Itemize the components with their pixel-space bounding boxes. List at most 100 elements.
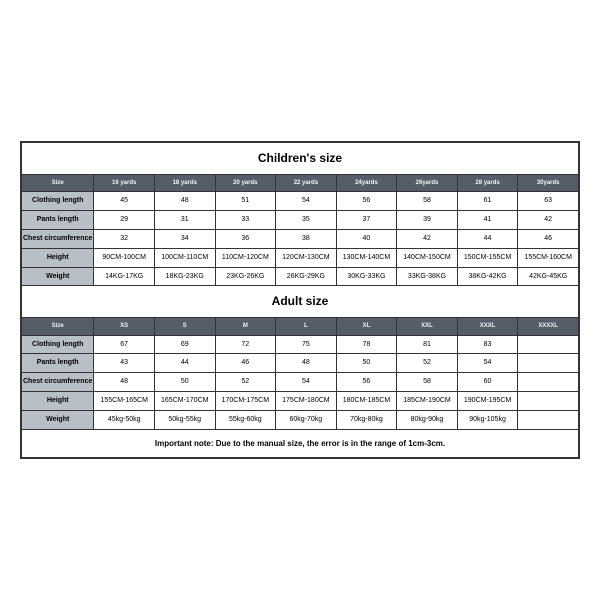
cell: 54 <box>276 192 337 211</box>
table-row: Weight 45kg-50kg 50kg-55kg 55kg-60kg 60k… <box>22 410 579 429</box>
adult-header-6: XXL <box>397 318 458 335</box>
size-chart-table: Children's size Size 16 yards 18 yards 2… <box>21 142 579 458</box>
cell: 61 <box>457 192 518 211</box>
cell: 56 <box>336 192 397 211</box>
adult-header-2: S <box>154 318 215 335</box>
cell: 140CM-150CM <box>397 248 458 267</box>
cell: 46 <box>215 354 276 373</box>
cell: 83 <box>457 335 518 354</box>
table-row: Clothing length 67 69 72 75 78 81 83 <box>22 335 579 354</box>
cell: 54 <box>457 354 518 373</box>
adult-header-1: XS <box>94 318 155 335</box>
cell: 52 <box>215 373 276 392</box>
table-row: Weight 14KG-17KG 18KG-23KG 23KG-26KG 26K… <box>22 267 579 286</box>
cell: 55kg-60kg <box>215 410 276 429</box>
table-row: Pants length 43 44 46 48 50 52 54 <box>22 354 579 373</box>
adult-header-4: L <box>276 318 337 335</box>
important-note: Important note: Due to the manual size, … <box>22 429 579 457</box>
children-header-4: 22 yards <box>276 175 337 192</box>
cell: 78 <box>336 335 397 354</box>
cell: 33 <box>215 211 276 230</box>
cell: 44 <box>457 230 518 249</box>
row-label: Weight <box>22 267 94 286</box>
children-header-0: Size <box>22 175 94 192</box>
cell: 110CM-120CM <box>215 248 276 267</box>
cell: 23KG-26KG <box>215 267 276 286</box>
table-row: Height 155CM-165CM 165CM-170CM 170CM-175… <box>22 391 579 410</box>
cell: 31 <box>154 211 215 230</box>
cell: 30KG-33KG <box>336 267 397 286</box>
cell: 36 <box>215 230 276 249</box>
children-header-8: 30yards <box>518 175 579 192</box>
cell: 75 <box>276 335 337 354</box>
table-row: Chest circumference 1/2 32 34 36 38 40 4… <box>22 230 579 249</box>
adult-header-3: M <box>215 318 276 335</box>
cell: 56 <box>336 373 397 392</box>
cell: 46 <box>518 230 579 249</box>
cell: 67 <box>94 335 155 354</box>
cell: 32 <box>94 230 155 249</box>
cell: 51 <box>215 192 276 211</box>
cell: 41 <box>457 211 518 230</box>
cell: 26KG-29KG <box>276 267 337 286</box>
cell: 165CM-170CM <box>154 391 215 410</box>
cell: 37 <box>336 211 397 230</box>
table-row: Chest circumference 1/2 48 50 52 54 56 5… <box>22 373 579 392</box>
cell: 60kg-70kg <box>276 410 337 429</box>
row-label: Clothing length <box>22 192 94 211</box>
cell: 35 <box>276 211 337 230</box>
cell: 48 <box>154 192 215 211</box>
cell: 69 <box>154 335 215 354</box>
cell: 14KG-17KG <box>94 267 155 286</box>
cell: 48 <box>276 354 337 373</box>
row-label: Chest circumference 1/2 <box>22 373 94 392</box>
cell: 42KG-45KG <box>518 267 579 286</box>
cell: 40 <box>336 230 397 249</box>
cell: 50kg-55kg <box>154 410 215 429</box>
row-label: Pants length <box>22 354 94 373</box>
cell: 155CM-165CM <box>94 391 155 410</box>
cell: 54 <box>276 373 337 392</box>
cell <box>518 391 579 410</box>
cell: 45 <box>94 192 155 211</box>
cell: 80kg-90kg <box>397 410 458 429</box>
table-row: Clothing length 45 48 51 54 56 58 61 63 <box>22 192 579 211</box>
cell: 42 <box>518 211 579 230</box>
children-header-6: 26yards <box>397 175 458 192</box>
cell: 39 <box>397 211 458 230</box>
table-row: Pants length 29 31 33 35 37 39 41 42 <box>22 211 579 230</box>
children-header-3: 20 yards <box>215 175 276 192</box>
adult-header-0: Size <box>22 318 94 335</box>
row-label: Weight <box>22 410 94 429</box>
cell: 50 <box>154 373 215 392</box>
important-note-row: Important note: Due to the manual size, … <box>22 429 579 457</box>
cell: 43 <box>94 354 155 373</box>
cell: 150CM-155CM <box>457 248 518 267</box>
row-label: Clothing length <box>22 335 94 354</box>
children-header-row: Size 16 yards 18 yards 20 yards 22 yards… <box>22 175 579 192</box>
cell: 33KG-38KG <box>397 267 458 286</box>
cell: 50 <box>336 354 397 373</box>
row-label: Height <box>22 391 94 410</box>
cell: 90CM-100CM <box>94 248 155 267</box>
cell: 38 <box>276 230 337 249</box>
row-label: Height <box>22 248 94 267</box>
cell: 120CM-130CM <box>276 248 337 267</box>
children-header-2: 18 yards <box>154 175 215 192</box>
row-label: Pants length <box>22 211 94 230</box>
cell: 81 <box>397 335 458 354</box>
cell: 44 <box>154 354 215 373</box>
cell <box>518 335 579 354</box>
adult-title-row: Adult size <box>22 286 579 318</box>
cell: 58 <box>397 373 458 392</box>
cell: 170CM-175CM <box>215 391 276 410</box>
adult-header-row: Size XS S M L XL XXL XXXL XXXXL <box>22 318 579 335</box>
cell: 155CM-160CM <box>518 248 579 267</box>
adult-header-5: XL <box>336 318 397 335</box>
cell: 34 <box>154 230 215 249</box>
row-label: Chest circumference 1/2 <box>22 230 94 249</box>
adult-title: Adult size <box>22 286 579 318</box>
cell: 70kg-80kg <box>336 410 397 429</box>
adult-header-7: XXXL <box>457 318 518 335</box>
cell: 52 <box>397 354 458 373</box>
